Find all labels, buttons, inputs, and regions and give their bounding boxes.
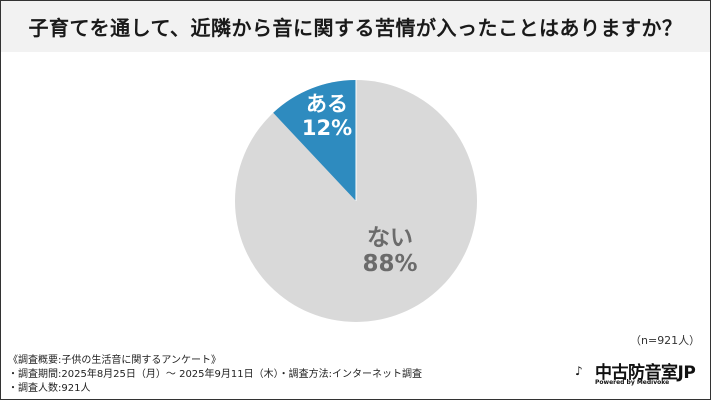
title-bar: 子育てを通して、近隣から音に関する苦情が入ったことはありますか？ [1,1,710,52]
footer-line-1: 《調査概要:子供の生活音に関するアンケート》 [8,355,221,366]
logo-text: 中古防音室JP [595,363,696,383]
slice-yes [273,80,356,201]
footer-line-3: ・調査人数:921人 [8,383,91,394]
music-note-icon: ♪ [575,364,583,378]
label-no-name: ない [367,225,413,251]
label-yes-name: ある [306,92,348,116]
logo-subtext: Powered by Medivoke [595,379,670,386]
brand-logo: ♪ 中古防音室JP Powered by Medivoke [575,358,705,388]
chart-title: 子育てを通して、近隣から音に関する苦情が入ったことはありますか？ [28,16,683,40]
sample-size-note: （n=921人） [630,334,701,347]
label-no: ない 88% [350,225,430,278]
footer-line-2: ・調査期間:2025年8月25日（月）～ 2025年9月11日（木）・調査方法:… [8,369,422,380]
survey-footer: 《調査概要:子供の生活音に関するアンケート》 ・調査期間:2025年8月25日（… [8,354,422,396]
label-no-pct: 88% [362,251,418,278]
label-yes-pct: 12% [301,116,353,141]
label-yes: ある 12% [297,92,357,140]
